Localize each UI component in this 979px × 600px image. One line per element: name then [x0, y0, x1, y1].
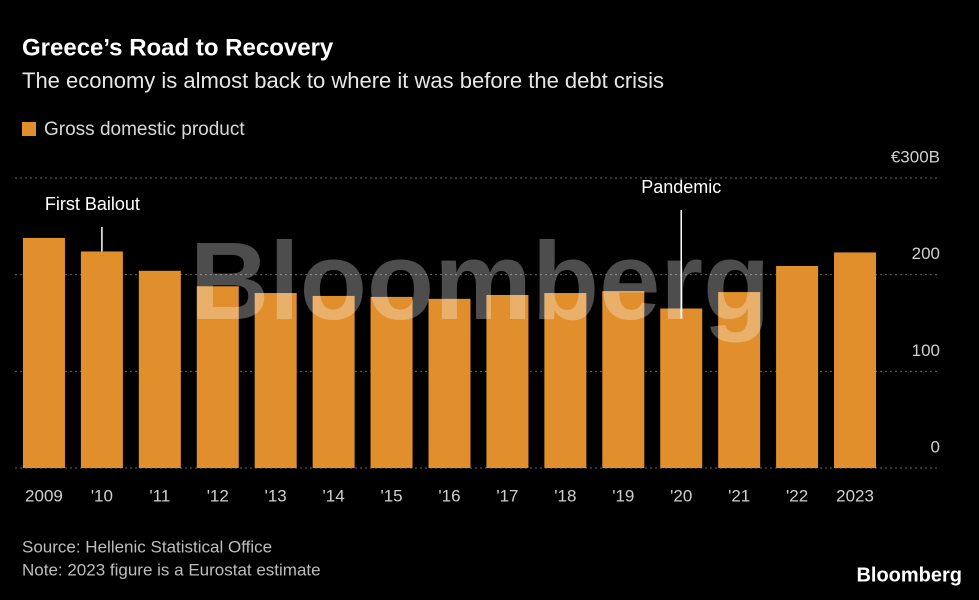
x-tick-label: '18 [554, 486, 576, 505]
bar [370, 296, 413, 468]
bar [718, 292, 761, 468]
x-tick-label: '19 [612, 486, 634, 505]
x-tick-label: '17 [496, 486, 518, 505]
watermark: Bloomberg [190, 220, 771, 343]
annotation: First Bailout [45, 194, 140, 214]
bar [602, 291, 645, 468]
y-tick-label: €300B [891, 147, 940, 166]
x-tick-label: 2009 [25, 486, 63, 505]
bar [138, 270, 181, 468]
x-tick-label: '15 [380, 486, 402, 505]
x-tick-label: '20 [670, 486, 692, 505]
legend-label: Gross domestic product [44, 119, 245, 140]
x-tick-label: '12 [207, 486, 229, 505]
bar [660, 308, 703, 468]
note: Note: 2023 figure is a Eurostat estimate [22, 560, 321, 579]
bar [428, 298, 471, 468]
bar [486, 294, 529, 468]
source: Source: Hellenic Statistical Office [22, 537, 272, 556]
plot-area: 0 100 200 €300B 2009 '10 '11 '12 '13 '14 '15 '16 '17… [15, 147, 940, 505]
x-tick-label: '16 [438, 486, 460, 505]
legend: Gross domestic product [22, 119, 245, 140]
x-tick-label: '13 [265, 486, 287, 505]
bar [544, 293, 587, 468]
annotation: Pandemic [641, 177, 721, 197]
bar [312, 295, 355, 468]
x-tick-label: '21 [728, 486, 750, 505]
chart-title: Greece’s Road to Recovery [22, 34, 334, 61]
bar [196, 286, 239, 468]
bar [254, 293, 297, 468]
bar [80, 251, 123, 468]
y-tick-label: 0 [931, 437, 940, 456]
brand-logo: Bloomberg [856, 564, 962, 586]
x-tick-label: '11 [149, 486, 170, 505]
y-tick-label: 200 [912, 244, 940, 263]
legend-swatch [22, 122, 36, 136]
x-tick-label: '22 [786, 486, 808, 505]
y-tick-label: 100 [912, 341, 940, 360]
bar [22, 237, 65, 468]
bar [776, 265, 819, 468]
x-tick-label: 2023 [836, 486, 874, 505]
bar [834, 252, 877, 468]
x-tick-label: '10 [91, 486, 113, 505]
x-tick-label: '14 [323, 486, 345, 505]
chart-subtitle: The economy is almost back to where it w… [22, 68, 664, 93]
